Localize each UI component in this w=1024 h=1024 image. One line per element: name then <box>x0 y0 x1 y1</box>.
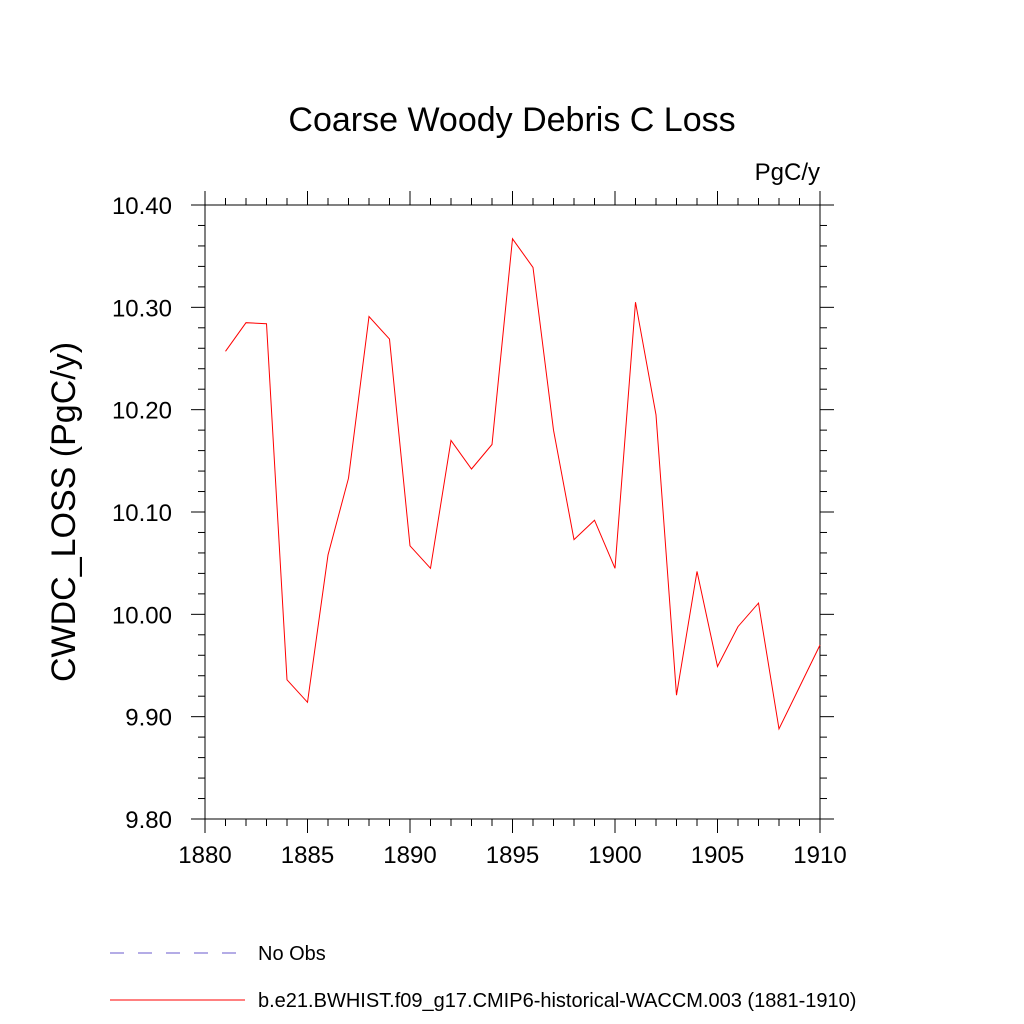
legend-label-no-obs: No Obs <box>258 943 326 965</box>
y-tick-label: 10.30 <box>112 295 172 322</box>
legend-label-waccm: b.e21.BWHIST.f09_g17.CMIP6-historical-WA… <box>258 990 856 1012</box>
chart-title: Coarse Woody Debris C Loss <box>288 101 735 139</box>
units-label: PgC/y <box>755 159 820 186</box>
x-tick-label: 1895 <box>486 842 539 869</box>
y-tick-label: 9.90 <box>125 705 172 732</box>
x-tick-label: 1885 <box>281 842 334 869</box>
legend: No Obs b.e21.BWHIST.f09_g17.CMIP6-histor… <box>110 943 856 1012</box>
x-tick-label: 1910 <box>793 842 846 869</box>
y-tick-labels: 9.80 9.90 10.00 10.10 10.20 10.30 10.40 <box>112 193 172 834</box>
x-tick-labels: 1880 1885 1890 1895 1900 1905 1910 <box>178 842 846 869</box>
y-tick-label: 10.00 <box>112 602 172 629</box>
y-tick-label: 10.10 <box>112 500 172 527</box>
y-axis-label: CWDC_LOSS (PgC/y) <box>45 342 83 682</box>
y-tick-label: 10.20 <box>112 398 172 425</box>
y-tick-label: 10.40 <box>112 193 172 220</box>
series-group <box>225 237 821 731</box>
x-tick-label: 1900 <box>588 842 641 869</box>
series-line <box>225 237 821 731</box>
tick-marks <box>191 191 834 833</box>
x-tick-label: 1905 <box>691 842 744 869</box>
x-tick-label: 1890 <box>383 842 436 869</box>
plot-frame <box>204 204 821 820</box>
y-tick-label: 9.80 <box>125 807 172 834</box>
x-tick-label: 1880 <box>178 842 231 869</box>
